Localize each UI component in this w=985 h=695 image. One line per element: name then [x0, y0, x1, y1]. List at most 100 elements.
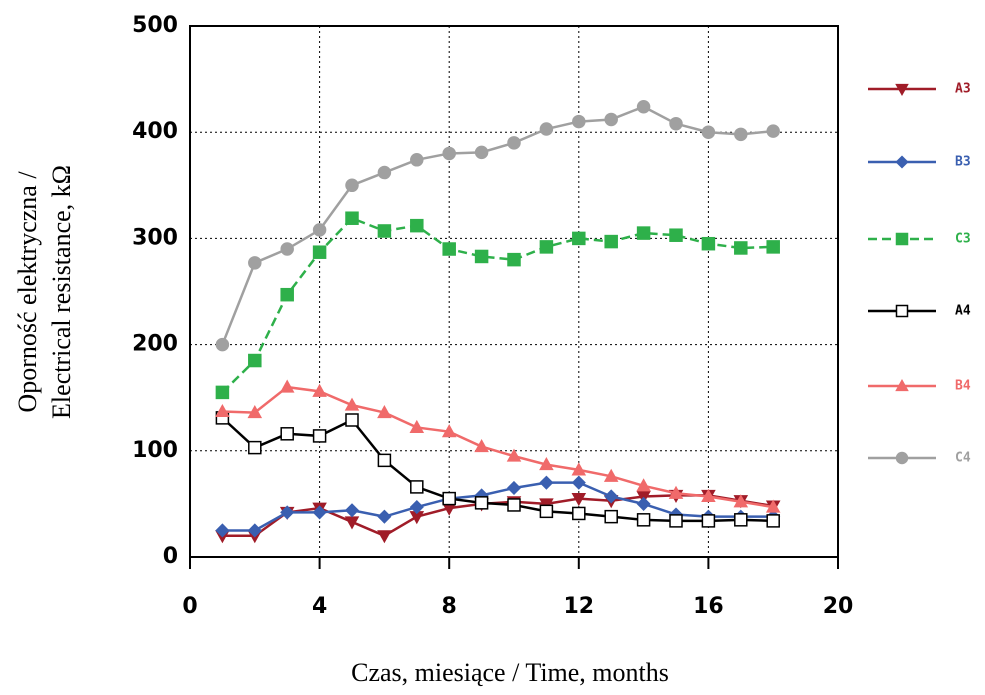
- marker: [701, 514, 716, 528]
- marker: [701, 488, 716, 503]
- marker: [409, 500, 424, 515]
- marker: [669, 514, 683, 528]
- legend-label: A3: [955, 82, 971, 97]
- marker: [572, 231, 586, 246]
- marker: [442, 491, 456, 506]
- marker: [604, 234, 618, 249]
- marker: [312, 223, 327, 237]
- marker: [377, 509, 392, 524]
- marker: [442, 242, 456, 256]
- marker: [636, 513, 651, 527]
- marker: [669, 228, 683, 242]
- marker: [280, 427, 294, 441]
- marker: [668, 485, 684, 499]
- marker: [377, 224, 392, 238]
- marker: [377, 453, 392, 468]
- marker: [410, 480, 424, 494]
- marker: [507, 136, 521, 150]
- legend-marker: [895, 232, 909, 246]
- marker: [669, 116, 683, 131]
- y-axis-label: Electrical resistance, kΩ: [47, 165, 76, 419]
- x-tick-label: 16: [693, 594, 724, 619]
- marker: [539, 457, 554, 471]
- marker: [474, 249, 489, 264]
- marker: [539, 498, 554, 512]
- marker: [571, 462, 587, 476]
- marker: [312, 429, 327, 443]
- marker: [734, 241, 748, 255]
- marker: [572, 114, 586, 129]
- marker: [215, 403, 230, 418]
- marker: [280, 242, 294, 256]
- marker: [247, 523, 262, 538]
- legend-marker: [895, 451, 909, 465]
- y-tick-label: 400: [132, 119, 178, 144]
- marker: [766, 124, 780, 138]
- marker: [344, 397, 360, 411]
- marker: [701, 236, 716, 251]
- marker: [604, 509, 618, 524]
- y-tick-label: 300: [132, 225, 178, 250]
- marker: [539, 240, 554, 254]
- marker: [571, 493, 587, 507]
- x-tick-label: 4: [312, 594, 327, 619]
- marker: [572, 506, 586, 521]
- legend-label: C3: [955, 232, 971, 247]
- legend-marker: [895, 304, 909, 318]
- marker: [474, 145, 489, 160]
- y-tick-label: 100: [132, 438, 178, 463]
- x-axis-label: Czas, miesiące / Time, months: [351, 658, 669, 687]
- x-tick-label: 20: [823, 594, 854, 619]
- marker: [248, 440, 262, 455]
- y-axis-label: Oporność elektryczna /: [13, 171, 42, 413]
- legend-label: C4: [955, 451, 971, 466]
- marker: [410, 218, 424, 233]
- legend-marker: [895, 83, 909, 97]
- marker: [539, 122, 554, 136]
- y-tick-label: 0: [163, 544, 178, 569]
- legend-label: B3: [955, 155, 971, 170]
- marker: [636, 496, 651, 511]
- marker: [571, 475, 586, 490]
- marker: [506, 480, 522, 496]
- x-tick-label: 12: [563, 594, 594, 619]
- plot-frame: [189, 25, 839, 558]
- marker: [442, 146, 456, 161]
- marker: [765, 499, 781, 513]
- legend-label: B4: [955, 379, 971, 394]
- marker: [377, 405, 392, 419]
- marker: [636, 99, 651, 114]
- marker: [312, 383, 327, 397]
- x-tick-label: 0: [182, 594, 197, 619]
- marker: [701, 125, 716, 139]
- marker: [215, 337, 230, 352]
- marker: [766, 514, 780, 528]
- marker: [636, 478, 651, 492]
- series-line: [221, 216, 774, 394]
- marker: [345, 211, 359, 225]
- series-line: [221, 416, 774, 523]
- x-tick-label: 8: [442, 594, 457, 619]
- legend-label: A4: [955, 304, 971, 319]
- marker: [506, 448, 522, 462]
- marker: [733, 494, 749, 508]
- marker: [345, 178, 359, 193]
- marker: [344, 503, 360, 518]
- marker: [766, 240, 780, 254]
- marker: [507, 252, 521, 267]
- marker: [409, 419, 425, 433]
- marker: [539, 504, 554, 519]
- marker: [215, 523, 230, 538]
- marker: [345, 413, 359, 427]
- marker: [474, 439, 489, 453]
- marker: [215, 385, 230, 400]
- marker: [604, 112, 618, 127]
- marker: [248, 256, 262, 270]
- marker: [280, 505, 295, 520]
- marker: [312, 245, 327, 259]
- series-line: [222, 385, 774, 509]
- y-tick-label: 200: [132, 332, 178, 357]
- marker: [507, 498, 521, 512]
